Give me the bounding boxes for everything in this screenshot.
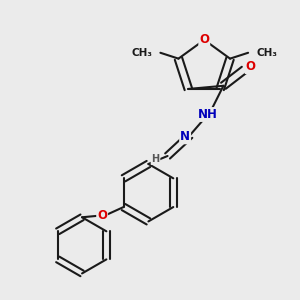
Text: H: H bbox=[152, 154, 160, 164]
Text: O: O bbox=[97, 208, 107, 221]
Text: CH₃: CH₃ bbox=[256, 48, 277, 58]
Text: O: O bbox=[199, 33, 209, 46]
Text: CH₃: CH₃ bbox=[131, 48, 152, 58]
Text: O: O bbox=[245, 60, 256, 73]
Text: NH: NH bbox=[197, 108, 218, 121]
Text: N: N bbox=[180, 130, 190, 143]
